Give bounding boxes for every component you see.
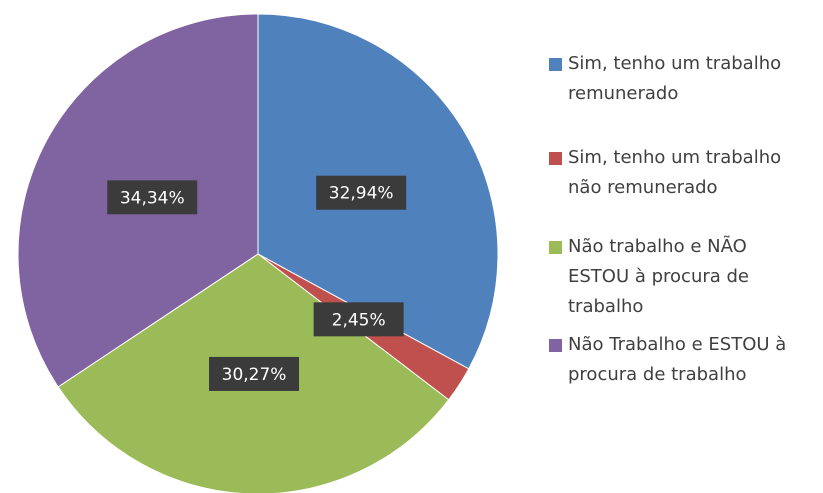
legend-item: Sim, tenho um trabalho não remunerado bbox=[549, 143, 811, 203]
data-label: 30,27% bbox=[222, 365, 287, 385]
legend-label: Não Trabalho e ESTOU à procura de trabal… bbox=[568, 334, 787, 385]
data-label-box bbox=[316, 175, 407, 210]
data-label: 34,34% bbox=[120, 188, 185, 208]
data-label-box bbox=[313, 302, 404, 337]
legend-label: Não trabalho e NÃO ESTOU à procura de tr… bbox=[568, 236, 750, 317]
legend-swatch bbox=[549, 152, 562, 165]
legend-item: Não Trabalho e ESTOU à procura de trabal… bbox=[549, 330, 811, 390]
data-label: 2,45% bbox=[332, 310, 386, 330]
legend-label: Sim, tenho um trabalho não remunerado bbox=[568, 147, 782, 198]
data-label-box bbox=[107, 180, 198, 215]
legend-swatch bbox=[549, 339, 562, 352]
data-label-box bbox=[209, 356, 300, 391]
legend-item: Não trabalho e NÃO ESTOU à procura de tr… bbox=[549, 232, 811, 322]
legend-swatch bbox=[549, 58, 562, 71]
legend-item: Sim, tenho um trabalho remunerado bbox=[549, 49, 811, 109]
legend-swatch bbox=[549, 241, 562, 254]
legend-label: Sim, tenho um trabalho remunerado bbox=[568, 53, 782, 104]
data-label: 32,94% bbox=[329, 184, 394, 204]
